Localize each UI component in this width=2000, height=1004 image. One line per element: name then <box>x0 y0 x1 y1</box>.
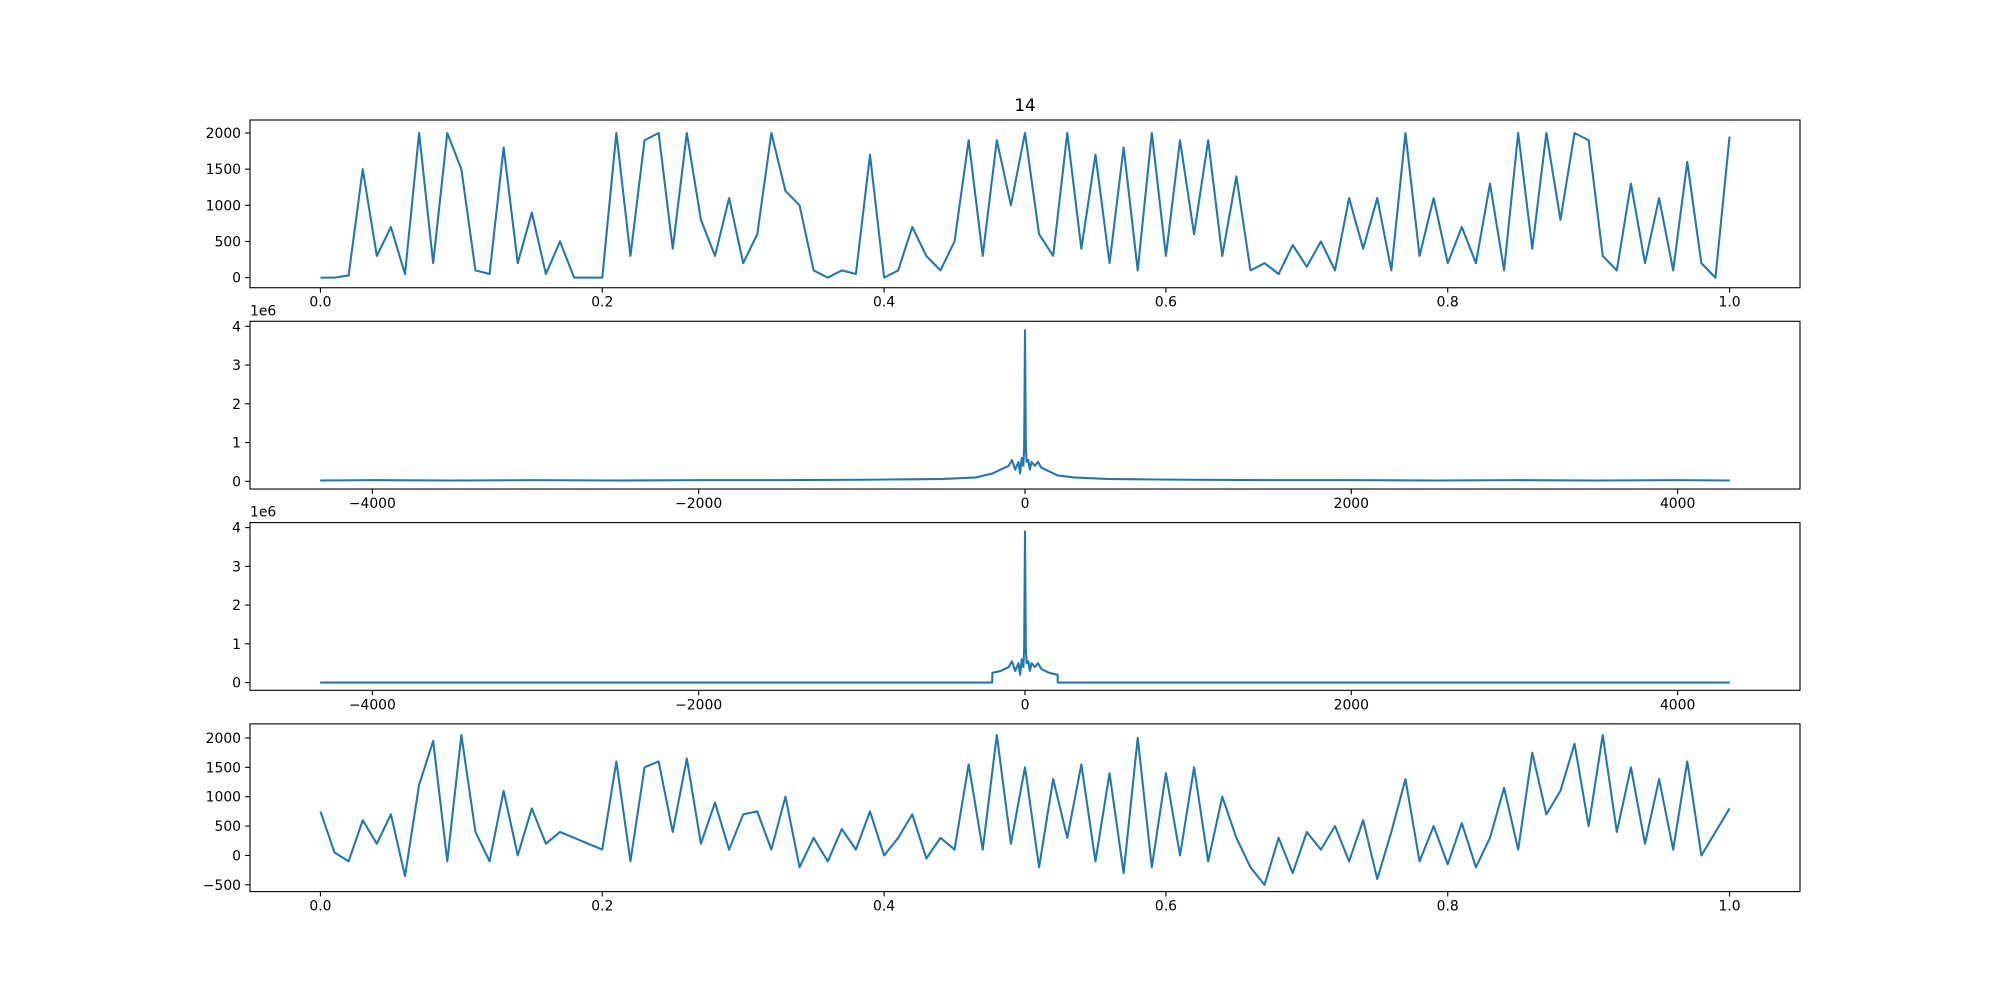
y-tick-label: 0 <box>232 676 241 692</box>
y-tick-label: 2000 <box>206 731 241 747</box>
y-tick-label: 2 <box>232 397 241 413</box>
y-tick-label: 2 <box>232 598 241 614</box>
x-tick-label: 0.6 <box>1155 295 1177 311</box>
axes-frame <box>249 119 1801 289</box>
y-tick-label: 3 <box>232 559 241 575</box>
data-line <box>320 329 1730 482</box>
x-tick-label: 0.2 <box>591 295 613 311</box>
x-tick-label: 0.4 <box>873 899 895 915</box>
x-tick-label: 0.2 <box>591 899 613 915</box>
x-tick-label: 0 <box>1021 697 1030 713</box>
x-tick-label: 0 <box>1021 496 1030 512</box>
x-tick-label: 0.8 <box>1437 899 1459 915</box>
y-tick-label: 1000 <box>206 790 241 806</box>
y-offset-label: 1e6 <box>250 303 276 319</box>
y-tick-label: 500 <box>214 819 241 835</box>
y-tick-label: 0 <box>232 474 241 490</box>
x-tick-label: 0.0 <box>309 899 331 915</box>
y-tick-label: 1 <box>232 637 241 653</box>
x-tick-label: 2000 <box>1334 697 1369 713</box>
x-tick-label: 1.0 <box>1718 295 1740 311</box>
y-tick-label: 4 <box>232 319 241 335</box>
x-tick-label: −2000 <box>675 697 722 713</box>
data-line <box>320 131 1731 279</box>
x-tick-label: 2000 <box>1334 496 1369 512</box>
y-tick-label: 3 <box>232 358 241 374</box>
y-tick-label: 0 <box>232 271 241 287</box>
chart-title: 14 <box>1014 95 1035 115</box>
y-tick-label: 1 <box>232 436 241 452</box>
y-offset-label: 1e6 <box>250 505 276 521</box>
y-tick-label: 0 <box>232 848 241 864</box>
data-line <box>319 733 1731 886</box>
x-tick-label: 4000 <box>1660 697 1695 713</box>
y-tick-label: −500 <box>203 878 241 894</box>
x-tick-label: −4000 <box>349 496 396 512</box>
x-tick-label: 0.0 <box>309 295 331 311</box>
x-tick-label: −2000 <box>675 496 722 512</box>
y-tick-label: 2000 <box>206 126 241 142</box>
x-tick-label: 0.8 <box>1437 295 1459 311</box>
y-tick-label: 500 <box>214 234 241 250</box>
axes-frame <box>249 723 1801 893</box>
y-tick-label: 1500 <box>206 162 241 178</box>
x-tick-label: 1.0 <box>1718 899 1740 915</box>
y-tick-label: 1500 <box>206 760 241 776</box>
x-tick-label: −4000 <box>349 697 396 713</box>
y-tick-label: 1000 <box>206 198 241 214</box>
y-tick-label: 4 <box>232 521 241 537</box>
x-tick-label: 0.4 <box>873 295 895 311</box>
x-tick-label: 0.6 <box>1155 899 1177 915</box>
x-tick-label: 4000 <box>1660 496 1695 512</box>
data-line <box>320 530 1730 684</box>
